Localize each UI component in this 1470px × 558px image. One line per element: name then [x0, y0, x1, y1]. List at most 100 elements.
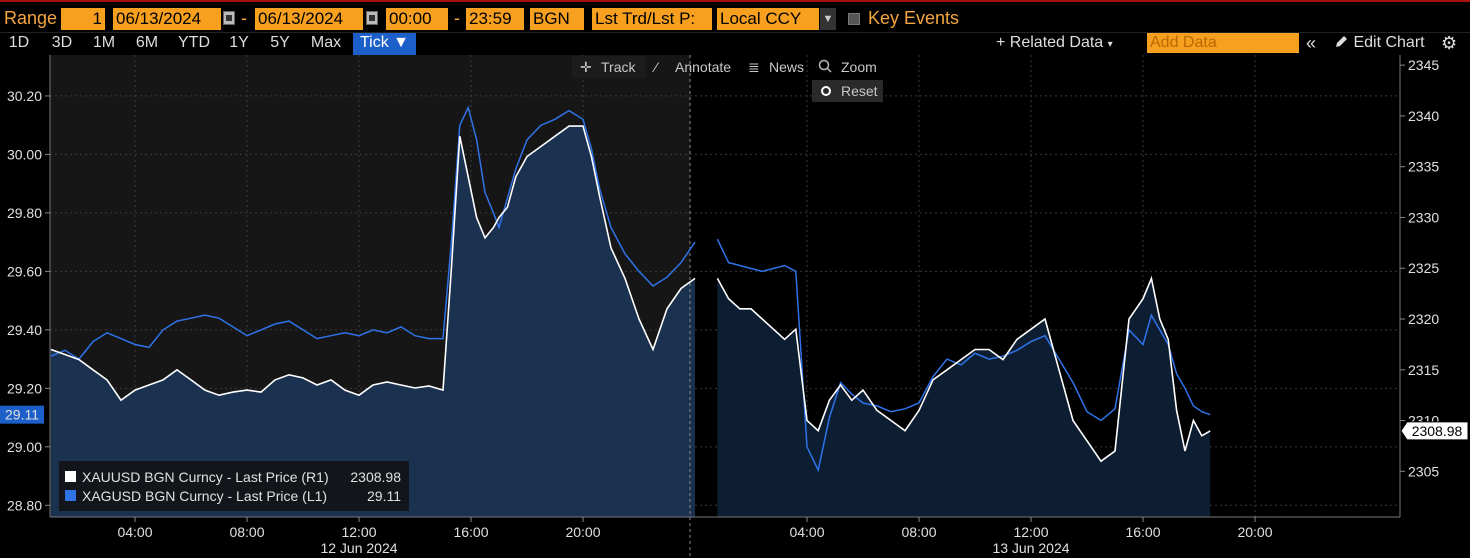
start-time-field[interactable]: 00:00 [386, 8, 448, 30]
right-tick-label: 2315 [1408, 362, 1439, 378]
price-chart[interactable]: 04:00 08:00 12:00 16:00 20:00 04:00 08:00 12:00… [0, 55, 1470, 558]
edit-chart-button[interactable]: Edit Chart [1334, 33, 1425, 55]
annotate-button[interactable]: ∕ Annotate [652, 59, 731, 75]
legend-value-xau: 2308.98 [350, 469, 401, 485]
xag-line-session-2 [716, 238, 1211, 473]
area-fills [51, 126, 1211, 517]
left-tick-label: 29.40 [7, 322, 42, 338]
legend-swatch-xau [65, 471, 76, 482]
axes: 04:00 08:00 12:00 16:00 20:00 04:00 08:00 12:00… [0, 57, 1469, 556]
end-time-field[interactable]: 23:59 [466, 8, 524, 30]
right-last-marker [1400, 421, 1469, 441]
timeframe-3d[interactable]: 3D [51, 34, 73, 51]
pencil-icon [1336, 36, 1347, 47]
track-button[interactable]: ✛ Track [572, 56, 646, 78]
legend-label-xag: XAGUSD BGN Curncy - Last Price (L1) [82, 488, 327, 504]
calendar-icon[interactable] [223, 11, 235, 25]
right-last-label: 2308.98 [1412, 423, 1463, 439]
legend-value-xag: 29.11 [367, 488, 401, 504]
series-lines [50, 105, 1211, 473]
legend-label-xau: XAUUSD BGN Curncy - Last Price (R1) [82, 469, 329, 485]
left-tick-label: 29.80 [7, 205, 42, 221]
right-tick-label: 2325 [1408, 260, 1439, 276]
range-count-field[interactable]: 1 [61, 8, 105, 30]
date-separator: - [241, 8, 247, 28]
x-tick-label: 08:00 [229, 524, 264, 540]
news-button[interactable]: ≣ News [748, 59, 804, 75]
x-tick-label: 12:00 [341, 524, 376, 540]
x-tick-label: 12:00 [1013, 524, 1048, 540]
left-tick-label: 29.00 [7, 439, 42, 455]
currency-field[interactable]: Local CCY [717, 8, 819, 30]
reset-icon [821, 86, 831, 96]
date-label: 13 Jun 2024 [992, 540, 1069, 556]
left-tick-label: 28.80 [7, 497, 42, 513]
right-tick-label: 2330 [1408, 209, 1439, 225]
xag-line-session-1 [50, 105, 696, 361]
x-tick-label: 08:00 [901, 524, 936, 540]
timeframe-ytd[interactable]: YTD [178, 34, 210, 51]
right-tick-label: 2305 [1408, 463, 1439, 479]
edit-chart-label: Edit Chart [1353, 34, 1425, 51]
zoom-icon-handle [826, 67, 832, 73]
related-data-button[interactable]: + Related Data ▾ [996, 33, 1113, 55]
zoom-icon [818, 59, 830, 71]
timeframe-1m[interactable]: 1M [92, 34, 116, 51]
date-label: 12 Jun 2024 [320, 540, 397, 556]
legend-bg [59, 461, 409, 511]
gear-icon[interactable]: ⚙ [1441, 33, 1458, 53]
key-events-label: Key Events [868, 8, 960, 28]
timeframe-5y[interactable]: 5Y [270, 34, 290, 51]
range-label: Range [4, 8, 58, 28]
legend: XAUUSD BGN Curncy - Last Price (R1) 2308… [59, 461, 409, 511]
left-tick-label: 29.20 [7, 380, 42, 396]
zoom-button[interactable]: Zoom [818, 59, 877, 75]
left-tick-label: 30.00 [7, 146, 42, 162]
right-tick-label: 2345 [1408, 57, 1439, 73]
track-button-bg [572, 56, 646, 78]
reset-button-bg [812, 80, 883, 102]
xau-area-session-2 [717, 278, 1211, 517]
timeframe-6m[interactable]: 6M [135, 34, 159, 51]
related-data-label: + Related Data [996, 34, 1104, 51]
zoom-label: Zoom [841, 59, 877, 75]
range-bar: Range 1 06/13/2024 - 06/13/2024 00:00 - … [0, 0, 1470, 33]
news-label: News [769, 59, 804, 75]
end-date-field[interactable]: 06/13/2024 [255, 8, 363, 30]
left-last-label: 29.11 [5, 407, 39, 423]
track-label: Track [601, 59, 636, 75]
start-date-field[interactable]: 06/13/2024 [113, 8, 221, 30]
right-tick-label: 2340 [1408, 108, 1439, 124]
news-icon: ≣ [748, 59, 760, 75]
xau-line-session-1 [50, 125, 696, 402]
x-tick-label: 20:00 [1237, 524, 1272, 540]
left-tick-label: 29.60 [7, 263, 42, 279]
collapse-icon[interactable]: « [1306, 33, 1317, 53]
right-tick-label: 2335 [1408, 159, 1439, 175]
timeframe-1y[interactable]: 1Y [229, 34, 249, 51]
chevron-down-icon: ▾ [1107, 39, 1113, 50]
annotate-label: Annotate [675, 59, 731, 75]
x-tick-label: 16:00 [453, 524, 488, 540]
top-red-line [0, 0, 1470, 2]
reset-button[interactable]: Reset [812, 80, 883, 102]
chevron-down-icon[interactable]: ▼ [820, 8, 836, 30]
left-tick-label: 30.20 [7, 88, 42, 104]
calendar-icon[interactable] [366, 11, 378, 25]
timeframe-max[interactable]: Max [310, 34, 342, 51]
reset-label: Reset [841, 83, 878, 99]
pencil-icon: ∕ [652, 59, 660, 75]
key-events-checkbox[interactable] [848, 13, 860, 25]
add-data-input[interactable]: Add Data [1147, 33, 1299, 53]
right-tick-label: 2320 [1408, 311, 1439, 327]
legend-swatch-xag [65, 490, 76, 501]
xau-line-session-2 [716, 275, 1211, 463]
timeframe-1d[interactable]: 1D [8, 34, 30, 51]
x-tick-label: 04:00 [117, 524, 152, 540]
xau-area-session-1 [51, 126, 695, 517]
x-tick-label: 20:00 [565, 524, 600, 540]
price-type-field[interactable]: Lst Trd/Lst P: [592, 8, 712, 30]
x-tick-label: 04:00 [789, 524, 824, 540]
source-field[interactable]: BGN [530, 8, 584, 30]
timeframe-tick[interactable]: Tick ▼ [353, 33, 416, 55]
